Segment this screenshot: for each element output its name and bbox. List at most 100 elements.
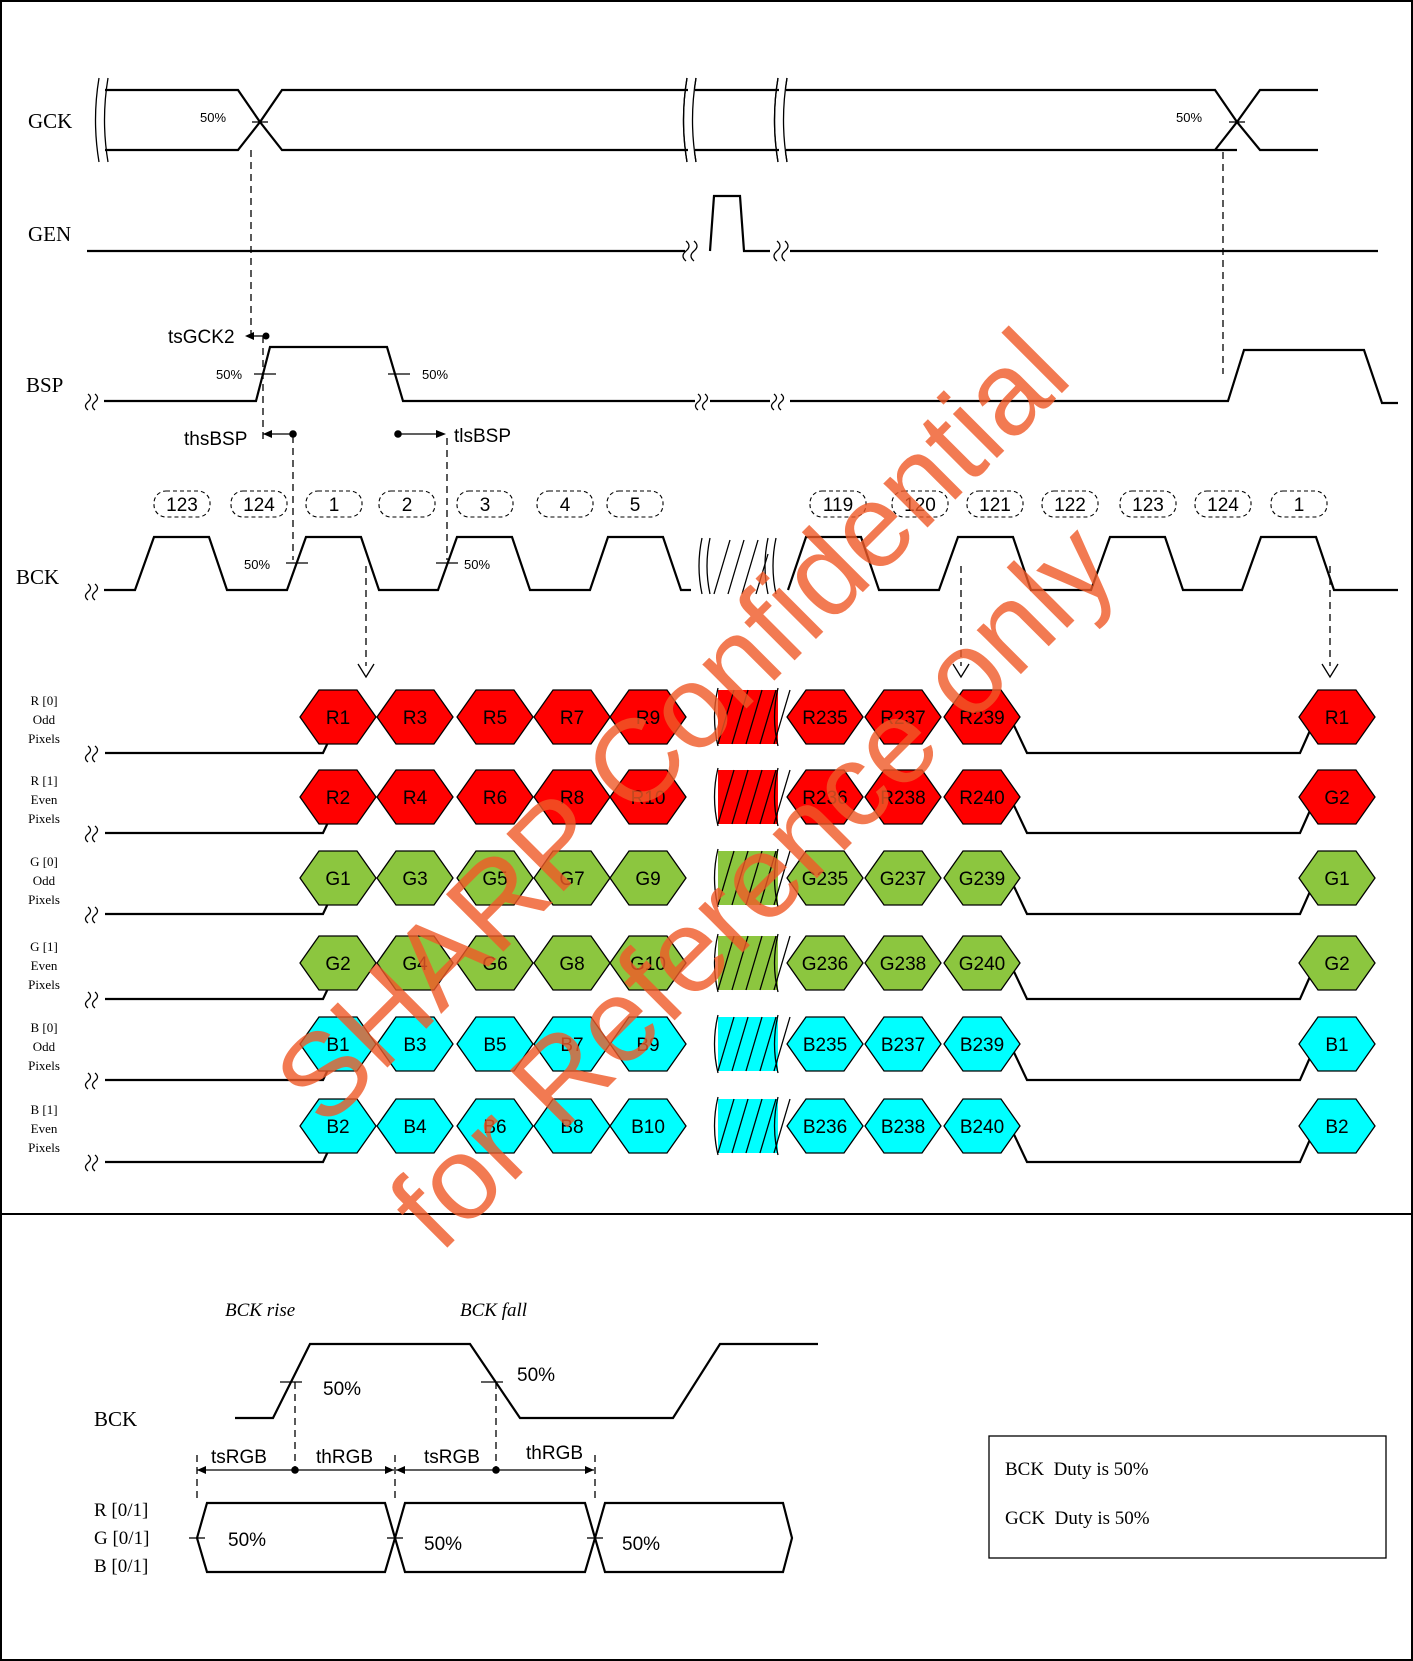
pixel-cell-label: B10 bbox=[631, 1117, 665, 1138]
pixel-cell-label: B1 bbox=[326, 1035, 349, 1056]
bck-count-label: 123 bbox=[1132, 495, 1164, 516]
bsp-label: BSP bbox=[26, 373, 63, 397]
bck-count-10: 121 bbox=[966, 490, 1024, 518]
bsp-50-rise: 50% bbox=[216, 367, 242, 382]
bck-count-12: 123 bbox=[1119, 490, 1177, 518]
pixel-cell bbox=[456, 689, 534, 745]
row-label: Pixels bbox=[28, 1140, 60, 1155]
pixel-cell-label: R9 bbox=[636, 708, 660, 729]
pixel-cell-label: B2 bbox=[1325, 1117, 1348, 1138]
pixel-cell-label: R3 bbox=[403, 708, 427, 729]
bck-rise-label: BCK rise bbox=[225, 1300, 295, 1321]
pixel-cell-label: G2 bbox=[1324, 788, 1349, 809]
pixel-cell-label: G3 bbox=[402, 869, 427, 890]
pixel-cell-label: R239 bbox=[959, 708, 1004, 729]
pixel-cell bbox=[376, 689, 454, 745]
pixel-cell-label: G10 bbox=[630, 954, 666, 975]
pixel-cell-label: B5 bbox=[483, 1035, 506, 1056]
pixel-cell-label: R1 bbox=[1325, 708, 1349, 729]
pixel-cell-label: B240 bbox=[960, 1117, 1004, 1138]
pixel-cell-label: B236 bbox=[803, 1117, 847, 1138]
pixel-cell bbox=[609, 935, 687, 991]
bck-fall-label: BCK fall bbox=[460, 1300, 527, 1321]
tlsbsp-label: tlsBSP bbox=[454, 426, 511, 447]
bck-count-11: 122 bbox=[1041, 490, 1099, 518]
pixel-cell bbox=[943, 850, 1021, 906]
bck-count-2: 124 bbox=[230, 490, 288, 518]
pixel-cell-label: B235 bbox=[803, 1035, 847, 1056]
gck-50-label-2: 50% bbox=[1176, 110, 1202, 125]
pixel-cell bbox=[456, 1016, 534, 1072]
gck-label: GCK bbox=[28, 109, 72, 133]
pixel-cell bbox=[299, 1016, 377, 1072]
pixel-cell-label: G239 bbox=[959, 869, 1005, 890]
pixel-cell-label: G9 bbox=[635, 869, 660, 890]
detail-50-rise: 50% bbox=[323, 1379, 361, 1400]
pixel-cell-label: R2 bbox=[326, 788, 350, 809]
pixel-cell-label: R7 bbox=[560, 708, 584, 729]
pixel-cell bbox=[786, 850, 864, 906]
pixel-cell bbox=[1298, 1016, 1376, 1072]
gck-50-label-1: 50% bbox=[200, 110, 226, 125]
pixel-cell-label: B8 bbox=[560, 1117, 583, 1138]
pixel-cell-label: B6 bbox=[483, 1117, 506, 1138]
bck-count-label: 122 bbox=[1054, 495, 1086, 516]
pixel-cell-label: G2 bbox=[325, 954, 350, 975]
bck-count-label: 1 bbox=[329, 495, 340, 516]
tsgck2-label: tsGCK2 bbox=[168, 327, 235, 348]
detail-50-fall: 50% bbox=[517, 1365, 555, 1386]
bck-count-label: 4 bbox=[560, 495, 571, 516]
bck-count-label: 121 bbox=[979, 495, 1011, 516]
bck-count-label: 123 bbox=[166, 495, 198, 516]
pixel-cell-label: R10 bbox=[631, 788, 666, 809]
pixel-cell-label: R235 bbox=[802, 708, 847, 729]
pixel-cell bbox=[609, 689, 687, 745]
pixel-cell-label: R238 bbox=[880, 788, 925, 809]
pixel-cell-label: R8 bbox=[560, 788, 584, 809]
pixel-cell bbox=[786, 1016, 864, 1072]
thrgb-label-2: thRGB bbox=[526, 1443, 583, 1464]
note-bck-duty: BCK Duty is 50% bbox=[1005, 1459, 1149, 1480]
pixel-cell-label: B238 bbox=[881, 1117, 925, 1138]
pixel-cell bbox=[376, 850, 454, 906]
pixel-cell bbox=[943, 1098, 1021, 1154]
pixel-cell-label: G5 bbox=[482, 869, 507, 890]
bck-label: BCK bbox=[16, 565, 59, 589]
pixel-cell bbox=[786, 935, 864, 991]
bus-label-r: R [0/1] bbox=[94, 1500, 148, 1521]
bck-count-label: 1 bbox=[1294, 495, 1305, 516]
bck-count-6: 4 bbox=[536, 490, 594, 518]
row-label: G [0] bbox=[30, 854, 58, 869]
pixel-cell bbox=[609, 850, 687, 906]
bck-count-label: 124 bbox=[243, 495, 275, 516]
pixel-cell bbox=[456, 1098, 534, 1154]
bck-count-1: 123 bbox=[153, 490, 211, 518]
bsp-50-fall: 50% bbox=[422, 367, 448, 382]
pixel-cell bbox=[786, 689, 864, 745]
pixel-cell bbox=[864, 1098, 942, 1154]
bus-50-2: 50% bbox=[424, 1534, 462, 1555]
row-label: B [1] bbox=[30, 1102, 57, 1117]
row-label: Odd bbox=[33, 1039, 56, 1054]
pixel-cell-label: G1 bbox=[1324, 869, 1349, 890]
row-label: Odd bbox=[33, 712, 56, 727]
row-label: G [1] bbox=[30, 939, 58, 954]
pixel-cell-label: G8 bbox=[559, 954, 584, 975]
gen-label: GEN bbox=[28, 222, 71, 246]
pixel-cell bbox=[376, 935, 454, 991]
pixel-cell-label: R237 bbox=[880, 708, 925, 729]
pixel-cell bbox=[456, 850, 534, 906]
pixel-cell-label: R5 bbox=[483, 708, 507, 729]
pixel-cell bbox=[299, 935, 377, 991]
pixel-cell-label: G237 bbox=[880, 869, 926, 890]
pixel-cell bbox=[1298, 689, 1376, 745]
row-label: Pixels bbox=[28, 977, 60, 992]
pixel-cell-label: G7 bbox=[559, 869, 584, 890]
bck-count-label: 120 bbox=[904, 495, 936, 516]
row-label: Even bbox=[31, 958, 58, 973]
pixel-cell bbox=[1298, 769, 1376, 825]
data-row-4: G [1] Even Pixels G2 G4 G6 G8 G10 G236 G238 G240 G2 bbox=[28, 933, 1376, 1009]
pixel-cell bbox=[943, 1016, 1021, 1072]
